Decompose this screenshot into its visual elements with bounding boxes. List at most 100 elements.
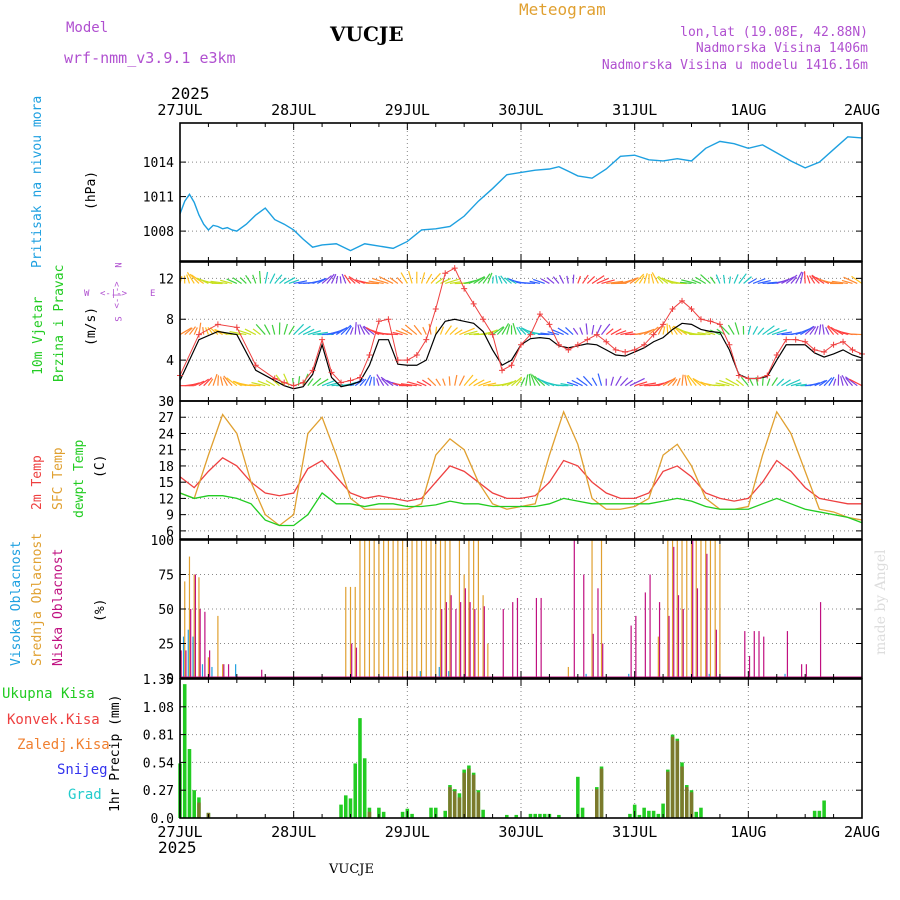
temperature-y-label: 30 bbox=[158, 395, 174, 410]
wind-barb bbox=[552, 329, 564, 336]
wind-barb bbox=[186, 271, 195, 284]
wind-gust-marker bbox=[830, 341, 837, 348]
wind-barb bbox=[478, 380, 492, 387]
wind-barb bbox=[610, 328, 622, 336]
wind-barb bbox=[389, 277, 399, 284]
wind-barb bbox=[679, 281, 692, 285]
precip-total-bar bbox=[353, 763, 358, 818]
precip-conv-bar bbox=[680, 766, 684, 818]
wind-barb bbox=[757, 279, 771, 285]
wind-gust-marker bbox=[518, 341, 524, 348]
wind-barb bbox=[533, 278, 545, 285]
wind-barb bbox=[335, 326, 348, 336]
wind-barb bbox=[186, 274, 191, 284]
wind-barb bbox=[720, 324, 730, 335]
pressure-y-label: 1011 bbox=[143, 191, 174, 206]
wind-barb bbox=[579, 327, 584, 335]
wind-gust-marker bbox=[840, 338, 847, 345]
wind-barb bbox=[459, 327, 475, 336]
precip-total-bar bbox=[651, 810, 656, 818]
wind-barb bbox=[348, 277, 356, 284]
precip-total-bar bbox=[533, 813, 537, 818]
wind-gust-marker bbox=[631, 346, 638, 353]
wind-barb bbox=[692, 377, 707, 387]
precip-total-bar bbox=[661, 803, 665, 818]
wind-barb bbox=[558, 274, 565, 284]
wind-barb bbox=[695, 276, 707, 284]
precip-y-label: 0.81 bbox=[143, 729, 174, 744]
wind-barb bbox=[716, 328, 725, 336]
wind-barb bbox=[252, 274, 257, 284]
chart-title: Meteogram bbox=[519, 0, 606, 19]
wind-barb bbox=[193, 327, 198, 335]
wind-barb bbox=[831, 280, 848, 285]
wind-barb bbox=[354, 322, 357, 335]
wind-barb bbox=[795, 383, 807, 387]
wind-barb bbox=[326, 273, 335, 284]
wind-barb bbox=[179, 327, 192, 336]
wind-gust-marker bbox=[811, 346, 818, 353]
wind-barb bbox=[506, 277, 517, 284]
temp-dewpt-line bbox=[179, 492, 863, 527]
wind-barb bbox=[222, 377, 228, 386]
wind-gust-marker bbox=[442, 270, 449, 277]
wind-barb bbox=[795, 271, 803, 284]
wind-y-label: 4 bbox=[166, 354, 174, 369]
wind-barb bbox=[596, 324, 602, 335]
x-label-top: 29JUL bbox=[385, 101, 430, 119]
wind-barb bbox=[557, 327, 569, 336]
wind-barb bbox=[809, 382, 820, 387]
x-label-bottom: 30JUL bbox=[498, 823, 543, 841]
wind-barb bbox=[473, 276, 485, 284]
wind-gust-marker bbox=[252, 362, 259, 369]
wind-barb bbox=[232, 277, 242, 284]
precip-legend-grad: Grad bbox=[68, 787, 102, 803]
precip-y-label: 0.54 bbox=[143, 756, 174, 771]
wind-barb bbox=[188, 326, 196, 335]
wind-barb bbox=[643, 273, 648, 284]
wind-barb bbox=[357, 324, 361, 335]
precip-y-label: 0.0 bbox=[151, 812, 174, 827]
wind-barb bbox=[781, 379, 791, 387]
wind-barb bbox=[577, 275, 582, 284]
x-label-bottom: 31JUL bbox=[612, 823, 657, 841]
wind-barb bbox=[252, 328, 261, 336]
wind-barb bbox=[220, 279, 233, 285]
wind-barb bbox=[671, 282, 687, 285]
temp-sfc-line bbox=[179, 410, 863, 527]
wind-barb bbox=[800, 325, 815, 336]
wind-gust-marker bbox=[214, 321, 221, 328]
wind-gust-marker bbox=[679, 297, 686, 304]
clouds-y-label: 50 bbox=[158, 603, 174, 618]
wind-gust-marker bbox=[792, 336, 799, 343]
wind-barb bbox=[719, 379, 735, 387]
precip-conv-bar bbox=[599, 768, 604, 818]
wind-gust-marker bbox=[660, 321, 667, 328]
wind-barb bbox=[566, 275, 569, 284]
wind-barb bbox=[244, 328, 257, 336]
wind-gust-marker bbox=[366, 352, 373, 359]
wind-barb bbox=[785, 274, 798, 284]
wind-barb bbox=[307, 330, 321, 336]
wind-barb bbox=[435, 378, 441, 387]
wind-barb bbox=[203, 377, 213, 387]
wind-barb bbox=[582, 274, 589, 284]
wind-barb bbox=[610, 376, 615, 386]
wind-barb bbox=[368, 280, 384, 285]
wind-gust-marker bbox=[697, 316, 704, 323]
wind-barb bbox=[219, 376, 224, 386]
wind-gust-marker bbox=[565, 346, 572, 353]
wind-barb bbox=[416, 381, 427, 387]
wind-barb bbox=[705, 331, 716, 336]
wind-barb bbox=[498, 275, 503, 284]
wind-barb bbox=[396, 277, 404, 284]
wind-barb bbox=[748, 278, 757, 284]
wind-gust-marker bbox=[432, 306, 439, 313]
wind-barb bbox=[734, 322, 740, 335]
wind-barb bbox=[359, 324, 366, 335]
precip-conv-bar bbox=[689, 792, 694, 818]
wind-barb bbox=[430, 272, 441, 284]
temperature-y-label: 27 bbox=[158, 411, 174, 426]
wind-gust-marker bbox=[783, 336, 790, 343]
wind-barb bbox=[818, 324, 822, 335]
